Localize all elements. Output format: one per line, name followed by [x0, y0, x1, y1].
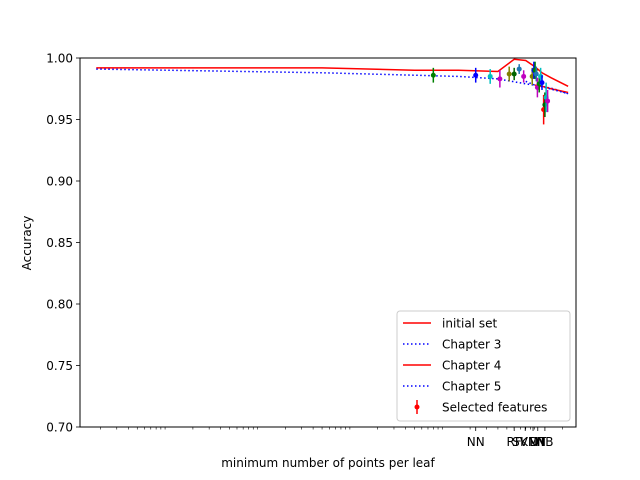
y-tick-label: 0.75: [46, 359, 73, 373]
series-line-chapter-5: [525, 80, 569, 95]
errorbar-point: [516, 64, 522, 74]
errorbar-point: [545, 89, 551, 113]
legend-chapter-4-label: Chapter 4: [442, 359, 501, 373]
y-tick-label: 0.90: [46, 175, 73, 189]
errorbar-point: [539, 75, 545, 90]
errorbar-point: [487, 69, 493, 84]
x-tick-label-dt: DT: [529, 435, 546, 449]
errorbar-marker: [497, 76, 503, 82]
errorbar-marker: [473, 72, 479, 78]
errorbar-point: [533, 66, 539, 82]
errorbar-marker: [533, 71, 539, 77]
y-axis: 0.70 0.75 0.80 0.85 0.90 0.95 1.00: [46, 52, 80, 435]
errorbar-point: [511, 67, 517, 81]
errorbar-marker: [506, 71, 512, 77]
legend-initial-set-label: initial set: [442, 317, 497, 331]
x-tick-label-knn: KNN: [520, 435, 546, 449]
legend: initial set Chapter 3 Chapter 4 Chapter …: [396, 310, 571, 422]
y-tick-label: 0.95: [46, 113, 73, 127]
x-tick-label-nn: NN: [467, 435, 485, 449]
errorbar-marker: [430, 72, 436, 78]
errorbar-point: [521, 70, 527, 83]
series-line-initial-set: [96, 58, 569, 87]
y-tick-label: 0.80: [46, 298, 73, 312]
y-tick-label: 0.85: [46, 236, 73, 250]
legend-box: [396, 310, 571, 422]
legend-chapter-5-label: Chapter 5: [442, 380, 501, 394]
errorbar-marker: [539, 80, 545, 86]
errorbar-point: [473, 67, 479, 83]
errorbar-point: [430, 67, 436, 83]
errorbar-point: [506, 66, 512, 82]
legend-selected-features-marker: [414, 404, 420, 410]
errorbar-point: [497, 70, 503, 88]
y-tick-label: 0.70: [46, 421, 73, 435]
plot-area: [96, 58, 569, 125]
legend-selected-features-label: Selected features: [442, 401, 547, 415]
errorbar-marker: [521, 73, 527, 79]
x-axis-label: minimum number of points per leaf: [221, 456, 435, 470]
errorbar-marker: [511, 71, 517, 77]
legend-chapter-3-label: Chapter 3: [442, 338, 501, 352]
x-tick-label-rf: RF: [507, 435, 522, 449]
series-line-chapter-3: [96, 68, 569, 95]
y-axis-label: Accuracy: [20, 216, 34, 271]
errorbar-marker: [516, 66, 522, 72]
errorbar-marker: [487, 73, 493, 79]
y-tick-label: 1.00: [46, 52, 73, 66]
x-tick-label-svm: SVM: [512, 435, 538, 449]
errorbar-marker: [545, 98, 551, 104]
x-tick-label-nb: NB: [536, 435, 553, 449]
